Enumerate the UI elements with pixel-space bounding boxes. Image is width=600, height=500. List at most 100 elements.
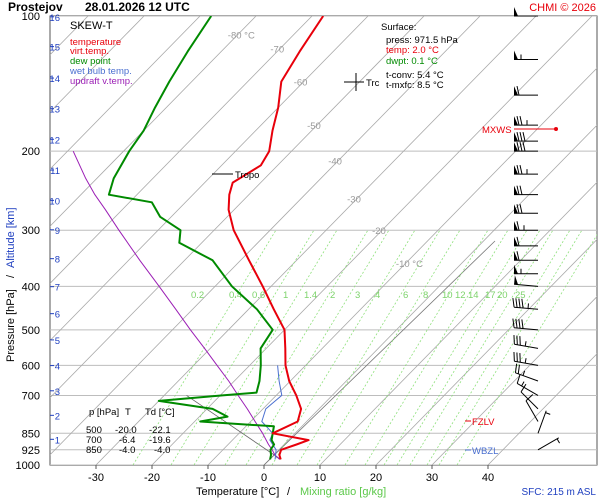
legend-temperature: temperature bbox=[70, 37, 121, 48]
fzlv-label: FZLV bbox=[472, 417, 495, 428]
mixing-ratio-label: 25 bbox=[515, 290, 526, 301]
mixing-ratio-line bbox=[344, 229, 489, 465]
wind-barb bbox=[525, 394, 539, 422]
wind-barb-feather bbox=[517, 364, 520, 374]
wind-barb bbox=[514, 7, 538, 17]
x-tick-label: 10 bbox=[314, 472, 326, 484]
wind-barb-feather bbox=[519, 142, 523, 152]
altitude-tick-label: 8 bbox=[55, 255, 60, 266]
wind-barb bbox=[514, 264, 538, 275]
wind-barb bbox=[514, 221, 538, 231]
wind-barb-half-feather bbox=[545, 412, 551, 415]
mixing-ratio-line bbox=[409, 229, 554, 465]
legend-virt-temp: virt.temp. bbox=[70, 46, 109, 57]
wind-barb-feather bbox=[519, 185, 523, 195]
altitude-tick-label: 3 bbox=[55, 387, 60, 398]
mixing-ratio-label: 0.6 bbox=[252, 290, 265, 301]
guide-line bbox=[263, 240, 496, 465]
isotherm-line bbox=[151, 16, 593, 465]
isotherm-line bbox=[375, 238, 597, 465]
wind-barb-pennant bbox=[514, 236, 518, 246]
wind-barb-feather bbox=[522, 132, 526, 142]
isotherm-label: -30 bbox=[347, 195, 361, 206]
isotherm-label: -70 bbox=[270, 44, 284, 55]
wind-barb-staff bbox=[514, 327, 539, 331]
wind-barb-feather bbox=[516, 236, 520, 246]
datetime: 28.01.2026 12 UTC bbox=[85, 0, 190, 14]
mxws-dot bbox=[554, 127, 558, 131]
x-axis-label-temperature: Temperature [°C] bbox=[196, 486, 279, 498]
isotherm-label: -60 bbox=[294, 78, 308, 89]
altitude-tick-label: 1 bbox=[55, 435, 60, 446]
legend-updraft: updraft v.temp. bbox=[70, 76, 133, 87]
wind-barb-pennant bbox=[514, 185, 518, 195]
pressure-tick-label: 850 bbox=[22, 428, 40, 440]
y-axis-label-altitude: Altitude [km] bbox=[5, 207, 17, 268]
wind-barb-staff bbox=[525, 400, 539, 422]
updraft-vtemp-line bbox=[72, 150, 280, 460]
altitude-tick-label: 7 bbox=[55, 283, 60, 294]
wind-barb bbox=[514, 185, 538, 196]
mixing-ratio-label: 8 bbox=[423, 290, 428, 301]
mixing-ratio-line bbox=[224, 229, 369, 465]
isotherm-label: -20 bbox=[372, 226, 386, 237]
wind-barb-feather bbox=[519, 132, 523, 142]
altitude-tick-label: 15 bbox=[49, 43, 60, 54]
mixing-ratio-line bbox=[438, 229, 583, 465]
mixing-ratio-line bbox=[316, 229, 461, 465]
x-tick-label: 20 bbox=[370, 472, 382, 484]
mixing-ratio-line bbox=[383, 229, 528, 465]
wind-barb-feather bbox=[516, 165, 520, 175]
legend-title: SKEW-T bbox=[70, 20, 113, 32]
pressure-tick-label: 600 bbox=[22, 360, 40, 372]
altitude-tick-label: 5 bbox=[55, 336, 60, 347]
wind-barb-feather bbox=[514, 363, 518, 373]
wind-barb-staff bbox=[514, 343, 539, 349]
surface-info: Surface: press: 971.5 hPa temp: 2.0 °C d… bbox=[381, 22, 459, 91]
wind-barb-pennant bbox=[514, 116, 518, 126]
wind-barb-staff bbox=[537, 410, 547, 434]
isotherm-line bbox=[50, 16, 257, 227]
mixing-ratio-label: 20 bbox=[497, 290, 508, 301]
x-tick-label: -10 bbox=[200, 472, 216, 484]
wind-barb bbox=[514, 132, 538, 142]
x-tick-label: -20 bbox=[144, 472, 160, 484]
isotherm-line bbox=[95, 16, 537, 465]
mixing-ratio-layer: 0.2 0.4 0.6 1 1.4 2 3 4 6 8 10 12 14 17 20 25 bbox=[132, 229, 597, 465]
surface-tmxfc: t-mxfc: 8.5 °C bbox=[386, 80, 444, 91]
altitude-tick-label: 14 bbox=[49, 74, 60, 85]
legend-dew-point: dew point bbox=[70, 56, 111, 67]
mixing-ratio-line bbox=[456, 234, 597, 465]
wind-barb-pennant bbox=[514, 132, 518, 142]
trc-label: Trc bbox=[366, 78, 380, 89]
table-row-t: -6.4 bbox=[119, 435, 135, 446]
wind-barb-half-feather bbox=[556, 438, 560, 444]
mixing-ratio-label: 1.4 bbox=[304, 290, 317, 301]
wind-barb bbox=[537, 437, 560, 451]
mixing-ratio-label: 17 bbox=[485, 290, 496, 301]
wind-barb bbox=[513, 335, 539, 349]
wind-barb bbox=[512, 297, 539, 310]
y-axis-label-separator: / bbox=[5, 274, 17, 278]
wind-barb-pennant bbox=[514, 86, 518, 96]
wind-barb-feather bbox=[516, 204, 520, 214]
wind-barb-feather bbox=[512, 318, 515, 328]
isotherm-line bbox=[431, 296, 597, 465]
wind-barb bbox=[514, 165, 538, 175]
x-tick-label: 30 bbox=[426, 472, 438, 484]
mixing-ratio-label: 12 bbox=[455, 290, 466, 301]
wind-barb-half-feather bbox=[521, 381, 525, 387]
wind-barb-feather bbox=[516, 185, 520, 195]
isotherm-line bbox=[487, 353, 597, 465]
altitude-tick-label: 11 bbox=[50, 166, 60, 177]
isotherm-label: -40 bbox=[328, 157, 342, 168]
surface-tconv: t-conv: 5.4 °C bbox=[386, 70, 444, 81]
mixing-ratio-label: 1 bbox=[283, 290, 288, 301]
wind-barb-feather bbox=[519, 165, 523, 175]
station-name: Prostejov bbox=[8, 0, 63, 14]
mixing-ratio-label: 0.2 bbox=[191, 290, 204, 301]
isotherm-line bbox=[50, 16, 313, 284]
isotherm-line bbox=[263, 124, 597, 465]
grid-layer: -80 °C -70 -60 -50 -40 -30 -20 -10 °C bbox=[50, 16, 597, 465]
mixing-ratio-label: 3 bbox=[355, 290, 360, 301]
